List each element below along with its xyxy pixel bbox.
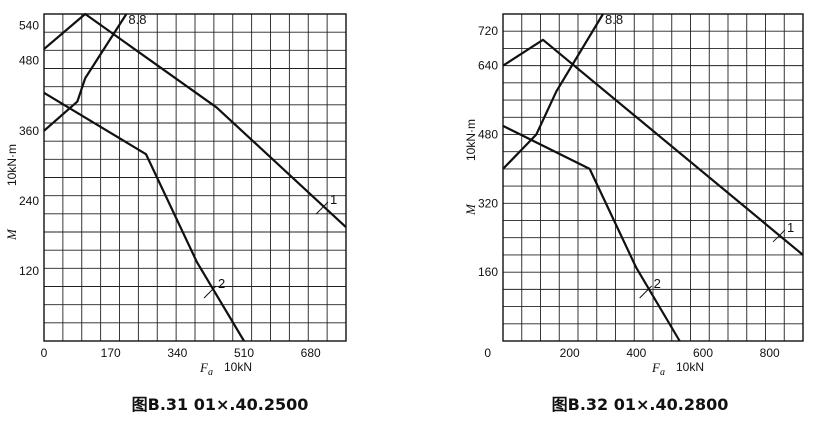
x-axis-label: Fa — [199, 360, 213, 378]
series-label: 8.8 — [605, 12, 623, 27]
x-tick-label: 170 — [101, 346, 121, 360]
figure-caption: 图B.32 01×.40.2800 — [552, 395, 729, 414]
y-tick-label: 480 — [19, 54, 39, 68]
x-axis-unit: 10kN — [676, 360, 704, 374]
x-axis-label-sub: a — [208, 367, 213, 378]
x-tick-label: 600 — [693, 346, 713, 360]
series-leader-1 — [315, 201, 329, 215]
x-axis-unit: 10kN — [224, 360, 252, 374]
chart-b31: 0 170 340 510 680 120 240 360 480 540 Fa 10kN M 10kN·… — [4, 12, 347, 414]
series-label: 1 — [330, 192, 337, 207]
x-axis-label: Fa — [651, 360, 665, 378]
x-tick-label: 0 — [41, 346, 48, 360]
x-tick-label: 340 — [167, 346, 187, 360]
y-tick-label: 360 — [19, 124, 39, 138]
series-line-8-8 — [43, 13, 128, 132]
y-tick-label: 320 — [478, 196, 498, 210]
y-tick-label: 720 — [478, 24, 498, 38]
x-tick-label: 680 — [301, 346, 321, 360]
x-tick-label: 200 — [560, 346, 580, 360]
grid — [502, 13, 804, 342]
y-tick-label: 480 — [478, 127, 498, 141]
figure-caption: 图B.31 01×.40.2500 — [132, 395, 309, 414]
y-axis-unit: 10kN·m — [464, 119, 478, 161]
series-line-2 — [502, 124, 681, 342]
y-axis-label: M — [4, 228, 19, 241]
series-leader-1 — [772, 229, 786, 243]
grid — [43, 13, 347, 342]
x-axis-label-main: F — [651, 360, 661, 375]
series-label: 2 — [654, 276, 661, 291]
x-tick-label: 400 — [626, 346, 646, 360]
y-tick-label: 120 — [19, 264, 39, 278]
series-leader-2 — [203, 285, 217, 299]
series-label: 2 — [218, 276, 225, 291]
y-zero-label: 0 — [484, 346, 491, 360]
series-line-2 — [43, 91, 245, 342]
series-line-1 — [502, 38, 804, 256]
plot-frame — [502, 13, 804, 342]
y-tick-label: 640 — [478, 59, 498, 73]
x-tick-label: 800 — [760, 346, 780, 360]
chart-b32: 200 400 600 800 160 320 480 640 720 0 Fa 10kN M 10kN·… — [463, 12, 804, 414]
plot-frame — [43, 13, 347, 342]
series-label: 1 — [787, 220, 794, 235]
x-tick-label: 510 — [234, 346, 254, 360]
y-axis-label: M — [463, 203, 478, 216]
series-label: 8.8 — [128, 12, 146, 27]
x-axis-label-sub: a — [660, 367, 665, 378]
series-leader-2 — [639, 285, 653, 299]
y-tick-label: 240 — [19, 194, 39, 208]
series-line-1 — [43, 12, 347, 228]
series-line-8-8 — [502, 13, 604, 170]
x-axis-label-main: F — [199, 360, 209, 375]
y-axis-unit: 10kN·m — [5, 144, 19, 186]
y-tick-label: 540 — [19, 19, 39, 33]
y-tick-label: 160 — [478, 265, 498, 279]
